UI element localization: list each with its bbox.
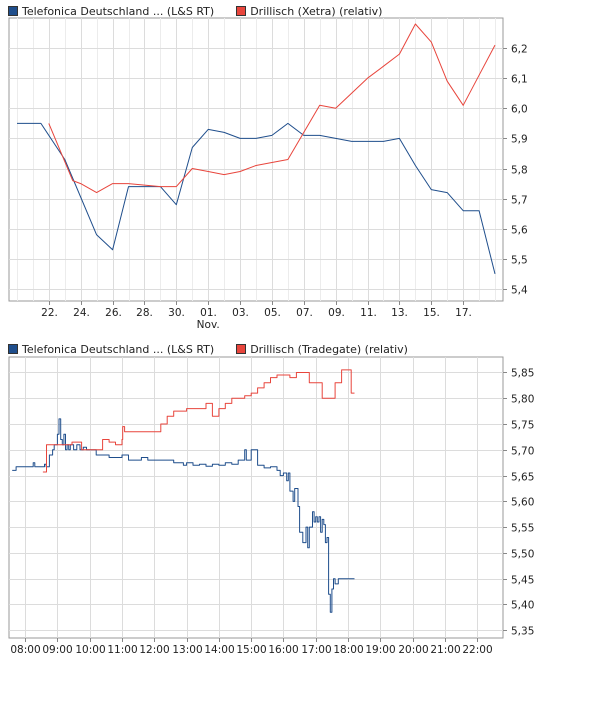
legend: Telefonica Deutschland ... (L&S RT) Dril… (8, 341, 430, 357)
y-tick-label: 6,1 (511, 74, 528, 86)
y-tick-label: 5,80 (511, 394, 534, 406)
legend-item-series-2: Drillisch (Tradegate) (relativ) (236, 343, 408, 356)
x-tick-label: 26. (105, 307, 122, 319)
x-tick-label: 03. (232, 307, 249, 319)
y-tick-label: 6,0 (511, 104, 528, 116)
x-tick-label: 09:00 (42, 644, 72, 656)
x-tick-label: 15. (423, 307, 440, 319)
x-tick-label: 11:00 (107, 644, 137, 656)
y-tick-label: 5,45 (511, 575, 534, 587)
x-tick-label: 15:00 (236, 644, 266, 656)
y-tick-label: 5,4 (511, 285, 528, 297)
x-tick-label: 17:00 (301, 644, 331, 656)
y-tick-label: 5,7 (511, 195, 528, 207)
y-tick-label: 5,85 (511, 368, 534, 380)
x-tick-label: 28. (136, 307, 153, 319)
x-tick-label: 10:00 (75, 644, 105, 656)
y-tick-label: 5,35 (511, 626, 534, 638)
x-tick-label: 09. (328, 307, 345, 319)
series-line-2 (48, 23, 496, 194)
x-tick-label: 18:00 (333, 644, 363, 656)
x-tick-label: 30. (168, 307, 185, 319)
legend-item-series-1: Telefonica Deutschland ... (L&S RT) (8, 5, 214, 18)
x-tick-label: 16:00 (268, 644, 298, 656)
x-tick-label: 13. (391, 307, 408, 319)
y-tick-label: 5,70 (511, 446, 534, 458)
x-tick-label: 22:00 (462, 644, 492, 656)
x-tick-label: 05. (264, 307, 281, 319)
y-tick-label: 6,2 (511, 44, 528, 56)
y-tick-label: 5,50 (511, 549, 534, 561)
legend-item-series-2: Drillisch (Xetra) (relativ) (236, 5, 382, 18)
chart-bottom: Telefonica Deutschland ... (L&S RT) Dril… (0, 338, 613, 668)
legend-swatch-red (236, 6, 247, 16)
y-tick-label: 5,75 (511, 420, 534, 432)
legend: Telefonica Deutschland ... (L&S RT) Dril… (8, 3, 404, 19)
x-tick-label: 08:00 (10, 644, 40, 656)
x-sub-label: Nov. (197, 319, 220, 331)
y-tick-label: 5,60 (511, 497, 534, 509)
x-tick-label: 12:00 (139, 644, 169, 656)
y-tick-label: 5,5 (511, 255, 528, 267)
y-tick-label: 5,55 (511, 523, 534, 535)
x-tick-label: 21:00 (430, 644, 460, 656)
x-tick-label: 19:00 (365, 644, 395, 656)
x-tick-label: 22. (41, 307, 58, 319)
legend-swatch-blue (8, 344, 18, 354)
x-tick-label: 01. (200, 307, 217, 319)
y-tick-label: 5,65 (511, 472, 534, 484)
x-tick-label: 13:00 (172, 644, 202, 656)
y-tick-label: 5,9 (511, 134, 528, 146)
legend-label: Telefonica Deutschland ... (L&S RT) (22, 4, 215, 18)
x-tick-label: 14:00 (204, 644, 234, 656)
legend-label: Drillisch (Tradegate) (relativ) (250, 342, 408, 356)
legend-swatch-red (236, 344, 247, 354)
legend-swatch-blue (8, 6, 18, 16)
plot-frame (8, 356, 504, 639)
legend-label: Telefonica Deutschland ... (L&S RT) (22, 342, 215, 356)
x-tick-label: 24. (73, 307, 90, 319)
chart-top: Telefonica Deutschland ... (L&S RT) Dril… (0, 0, 613, 340)
legend-label: Drillisch (Xetra) (relativ) (250, 4, 383, 18)
legend-item-series-1: Telefonica Deutschland ... (L&S RT) (8, 343, 214, 356)
x-tick-label: 20:00 (398, 644, 428, 656)
x-tick-label: 11. (360, 307, 377, 319)
chart-plot-area: 22. 24. 26. 28. 30. 01. 03. 05. 07. 09. 11. 13. 15. 1… (8, 17, 528, 331)
y-tick-label: 5,40 (511, 600, 534, 612)
series-line-2 (42, 369, 355, 473)
chart-plot-area: 08:00 09:00 10:00 11:00 12:00 13:00 14:00 15:00… (8, 356, 534, 656)
series-line-1 (17, 122, 496, 275)
y-tick-label: 5,6 (511, 225, 528, 237)
x-tick-label: 17. (455, 307, 472, 319)
x-tick-label: 07. (296, 307, 313, 319)
y-tick-label: 5,8 (511, 165, 528, 177)
